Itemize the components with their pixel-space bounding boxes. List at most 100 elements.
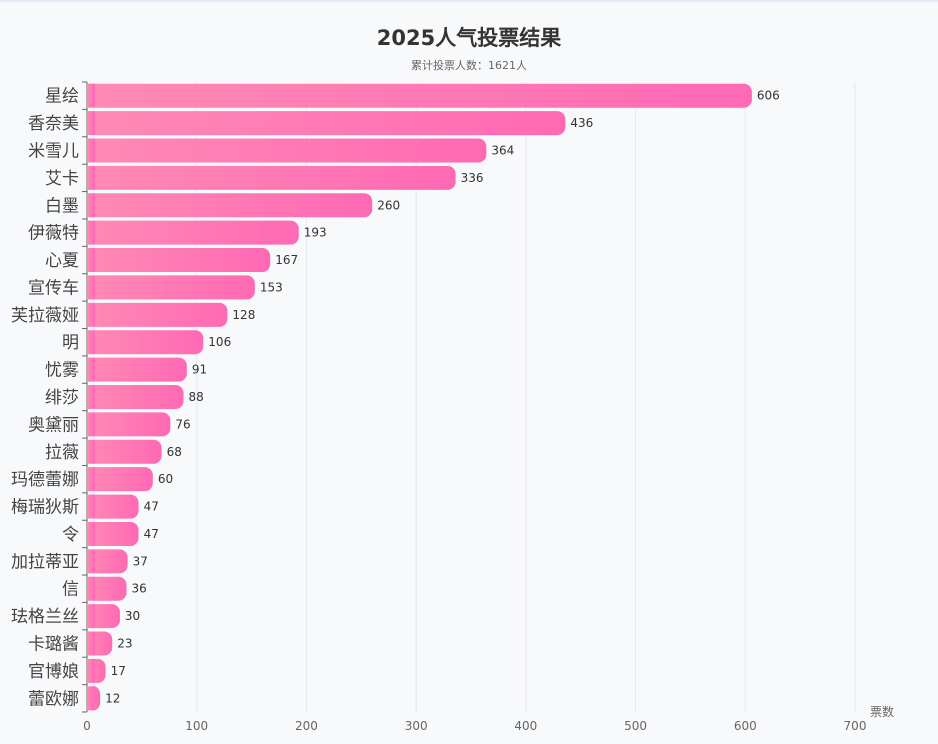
data-label: 88 (189, 390, 204, 404)
data-label: 91 (192, 363, 207, 377)
category-label: 香奈美 (28, 114, 79, 134)
category-label: 心夏 (45, 251, 79, 271)
bar (87, 549, 128, 574)
data-label: 37 (133, 554, 148, 568)
x-axis-label: 票数 (870, 704, 894, 719)
category-label: 拉薇 (45, 443, 79, 463)
x-tick-label: 400 (514, 719, 537, 733)
data-label: 47 (144, 500, 159, 514)
data-label: 76 (175, 417, 190, 431)
bar (87, 248, 271, 273)
x-tick-label: 500 (624, 719, 647, 733)
bar (87, 165, 456, 190)
bar-left-edge (87, 83, 95, 108)
bar-left-edge (87, 494, 95, 519)
category-label: 卡璐酱 (28, 635, 79, 655)
bar (87, 330, 204, 355)
bar-left-edge (87, 631, 95, 656)
data-label: 60 (158, 472, 173, 486)
bar-left-edge (87, 467, 95, 492)
chart-title: 2025人气投票结果 (376, 26, 562, 50)
bar-left-edge (87, 193, 95, 218)
category-label: 绯莎 (45, 388, 79, 408)
bar-left-edge (87, 686, 95, 711)
category-label: 加拉蒂亚 (11, 552, 79, 572)
chart-subtitle: 累计投票人数：1621人 (411, 59, 527, 72)
bar (87, 357, 187, 382)
bar (87, 385, 184, 409)
category-label: 官博娘 (28, 662, 79, 682)
data-label: 128 (232, 308, 255, 322)
x-tick-label: 600 (734, 719, 757, 733)
bar-left-edge (87, 357, 95, 382)
category-label: 星绘 (45, 87, 79, 107)
bar-left-edge (87, 604, 95, 629)
data-label: 17 (111, 664, 126, 678)
bar (87, 111, 566, 136)
data-label: 336 (461, 171, 484, 185)
bar-left-edge (87, 385, 95, 409)
bar-left-edge (87, 165, 95, 190)
category-label: 珐格兰丝 (11, 607, 79, 627)
bar (87, 467, 153, 492)
bar (87, 138, 487, 163)
bar (87, 193, 373, 218)
data-label: 106 (208, 335, 231, 349)
bar (87, 275, 255, 300)
bar-left-edge (87, 549, 95, 574)
category-label: 玛德蕾娜 (11, 470, 79, 490)
data-label: 436 (570, 116, 593, 130)
category-label: 奥黛丽 (28, 415, 79, 435)
x-tick-label: 0 (83, 719, 91, 733)
bar (87, 412, 171, 437)
bar (87, 220, 299, 245)
category-label: 宣传车 (28, 278, 79, 298)
data-label: 23 (117, 637, 132, 651)
data-label: 193 (304, 226, 327, 240)
bar-left-edge (87, 302, 95, 327)
data-label: 12 (105, 691, 120, 705)
bar-left-edge (87, 439, 95, 464)
category-label: 白墨 (45, 196, 79, 216)
bar-left-edge (87, 275, 95, 300)
bar-left-edge (87, 576, 95, 601)
category-label: 梅瑞狄斯 (11, 498, 79, 518)
x-tick-label: 700 (844, 719, 867, 733)
bar-left-edge (87, 412, 95, 437)
data-label: 606 (757, 89, 780, 103)
bar (87, 576, 127, 601)
category-label: 令 (62, 525, 79, 545)
category-label: 艾卡 (45, 169, 79, 189)
x-tick-label: 200 (295, 719, 318, 733)
bar (87, 302, 228, 327)
data-label: 167 (275, 253, 298, 267)
data-label: 36 (131, 582, 146, 596)
bar (87, 439, 162, 464)
data-label: 153 (260, 280, 283, 294)
category-label: 芙拉薇娅 (11, 306, 79, 326)
bar-left-edge (87, 330, 95, 355)
bar (87, 494, 139, 519)
data-label: 47 (144, 527, 159, 541)
bar-left-edge (87, 521, 95, 546)
bar-left-edge (87, 138, 95, 163)
bar-left-edge (87, 220, 95, 245)
bar-left-edge (87, 658, 95, 683)
category-label: 米雪儿 (28, 141, 79, 161)
category-label: 蕾欧娜 (28, 689, 79, 709)
bar-left-edge (87, 248, 95, 273)
x-tick-label: 100 (185, 719, 208, 733)
category-label: 忧雾 (45, 361, 79, 381)
category-label: 信 (62, 580, 79, 600)
data-label: 68 (167, 445, 182, 459)
bar (87, 521, 139, 546)
bar (87, 604, 120, 629)
data-label: 30 (125, 609, 140, 623)
x-tick-label: 300 (405, 719, 428, 733)
data-label: 364 (491, 143, 514, 157)
data-label: 260 (377, 198, 400, 212)
bar (87, 83, 752, 108)
category-label: 明 (62, 333, 79, 353)
